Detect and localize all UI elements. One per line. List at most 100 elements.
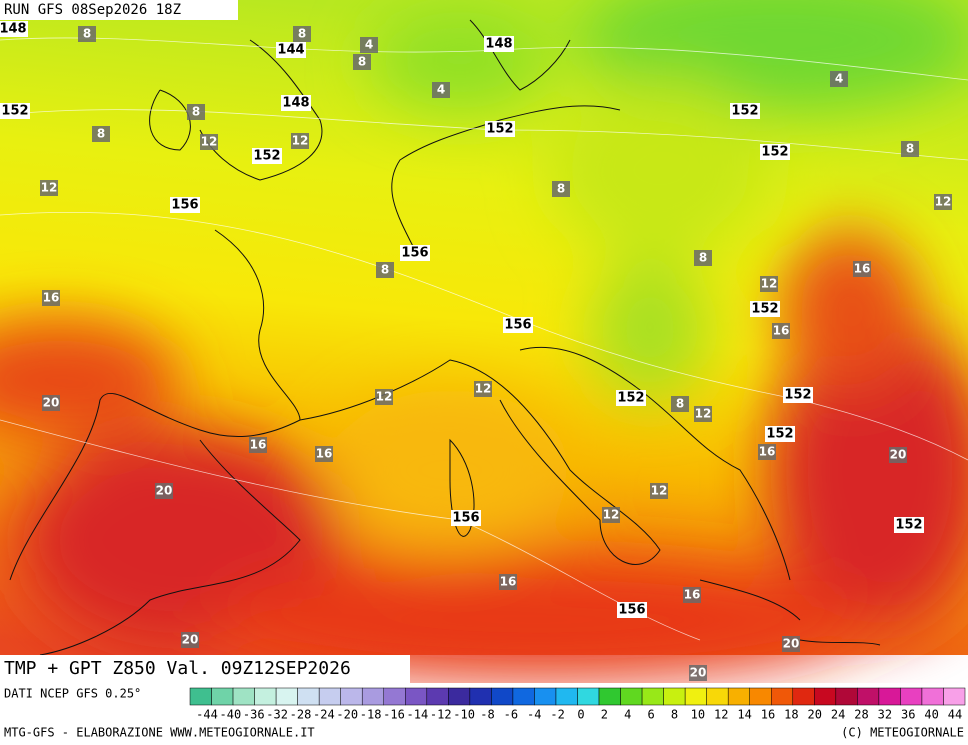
colorbar-swatch [448, 687, 471, 706]
colorbar-swatch [620, 687, 643, 706]
colorbar-label: 16 [761, 708, 775, 722]
map-title: TMP + GPT Z850 Val. 09Z12SEP2026 [4, 658, 351, 679]
temperature-label-box [40, 180, 58, 196]
colorbar-swatch [684, 687, 707, 706]
geopotential-label: 152 [784, 388, 811, 403]
geopotential-label: 152 [486, 122, 513, 137]
colorbar-swatch [857, 687, 880, 706]
temperature-label-box [602, 507, 620, 523]
geopotential-label-box [617, 602, 647, 618]
colorbar-swatch [254, 687, 277, 706]
temperature-label-box [293, 26, 311, 42]
colorbar-label: -6 [504, 708, 518, 722]
colorbar-swatch [663, 687, 686, 706]
colorbar-swatch [189, 687, 212, 706]
colorbar-swatch [318, 687, 341, 706]
temperature-label-box [353, 54, 371, 70]
colorbar-swatch [534, 687, 557, 706]
temperature-label: 8 [557, 182, 565, 196]
temperature-label: 16 [854, 262, 871, 276]
temperature-label-box [42, 290, 60, 306]
temperature-label: 12 [475, 382, 492, 396]
colorbar-label: -32 [266, 708, 288, 722]
temperature-label: 20 [890, 448, 907, 462]
coastlines [9, 19, 881, 656]
colorbar-label: 2 [601, 708, 608, 722]
geopotential-label-box [894, 517, 924, 533]
temperature-label-box [474, 381, 492, 397]
geopotential-label-box [750, 301, 780, 317]
colorbar-label: 44 [948, 708, 962, 722]
colorbar-label: 20 [808, 708, 822, 722]
temperature-label: 8 [97, 127, 105, 141]
colorbar-label: -20 [336, 708, 358, 722]
colorbar-label: 14 [737, 708, 751, 722]
temperature-label: 12 [935, 195, 952, 209]
geopotential-label-box [451, 510, 481, 526]
title-box [0, 655, 410, 683]
temperature-label-box [499, 574, 517, 590]
temperature-label: 12 [376, 390, 393, 404]
colorbar-swatch [921, 687, 944, 706]
temperature-label: 20 [43, 396, 60, 410]
temperature-label-box [432, 82, 450, 98]
colorbar-label: 0 [577, 708, 584, 722]
run-label: RUN GFS 08Sep2026 18Z [4, 2, 181, 18]
temperature-label: 4 [437, 83, 445, 97]
temperature-label: 8 [381, 263, 389, 277]
geopotential-label: 156 [618, 603, 645, 618]
temperature-label-box [92, 126, 110, 142]
geopotential-label: 148 [0, 22, 27, 37]
colorbar-swatch [383, 687, 406, 706]
colorbar-swatch [361, 687, 385, 706]
data-source: DATI NCEP GFS 0.25° [4, 687, 141, 701]
temperature-label-box [650, 483, 668, 499]
temperature-label: 16 [500, 575, 517, 589]
colorbar-label: 28 [854, 708, 868, 722]
temperature-label-box [360, 37, 378, 53]
temperature-label: 16 [773, 324, 790, 338]
colorbar-label: 24 [831, 708, 845, 722]
temperature-label-box [291, 133, 309, 149]
temperature-label: 8 [358, 55, 366, 69]
geopotential-label-box [730, 103, 760, 119]
temperature-label: 4 [835, 72, 843, 86]
colorbar-swatch [900, 687, 923, 706]
temperature-label: 12 [651, 484, 668, 498]
temperature-label: 12 [292, 134, 309, 148]
geopotential-label-box [485, 121, 515, 137]
map-labels: 148 144 148 152 148 152 152 152 152 156 156 156 152 1… [0, 21, 952, 681]
colorbar-label: -40 [220, 708, 242, 722]
colorbar-swatch [275, 687, 298, 706]
temperature-label-box [315, 446, 333, 462]
colorbar-label: 8 [671, 708, 678, 722]
temperature-label-box [376, 262, 394, 278]
temperature-label: 16 [250, 438, 267, 452]
colorbar-label: -8 [480, 708, 494, 722]
temperature-label: 8 [906, 142, 914, 156]
colorbar-swatch [792, 687, 815, 706]
colorbar-label: 32 [878, 708, 892, 722]
colorbar-label: 36 [901, 708, 915, 722]
colorbar-label: -10 [453, 708, 475, 722]
geopotential-label-box [484, 36, 514, 52]
colorbar-label: 18 [784, 708, 798, 722]
geopotential-label: 152 [761, 145, 788, 160]
colorbar-swatch [835, 687, 858, 706]
colorbar-swatch [491, 687, 514, 706]
colorbar-label: 40 [924, 708, 938, 722]
colorbar-swatch [943, 687, 966, 706]
geopotential-label-box [765, 426, 795, 442]
colorbar-swatch [878, 687, 901, 706]
colorbar-label: -44 [196, 708, 218, 722]
geopotential-label-box [760, 144, 790, 160]
temperature-label: 12 [603, 508, 620, 522]
colorbar-label: -36 [243, 708, 265, 722]
colorbar-swatch [340, 687, 363, 706]
colorbar-swatch [297, 687, 320, 706]
geopotential-label-box [616, 390, 646, 406]
geopotential-label: 148 [282, 96, 309, 111]
copyright: (C) METEOGIORNALE [841, 726, 964, 740]
